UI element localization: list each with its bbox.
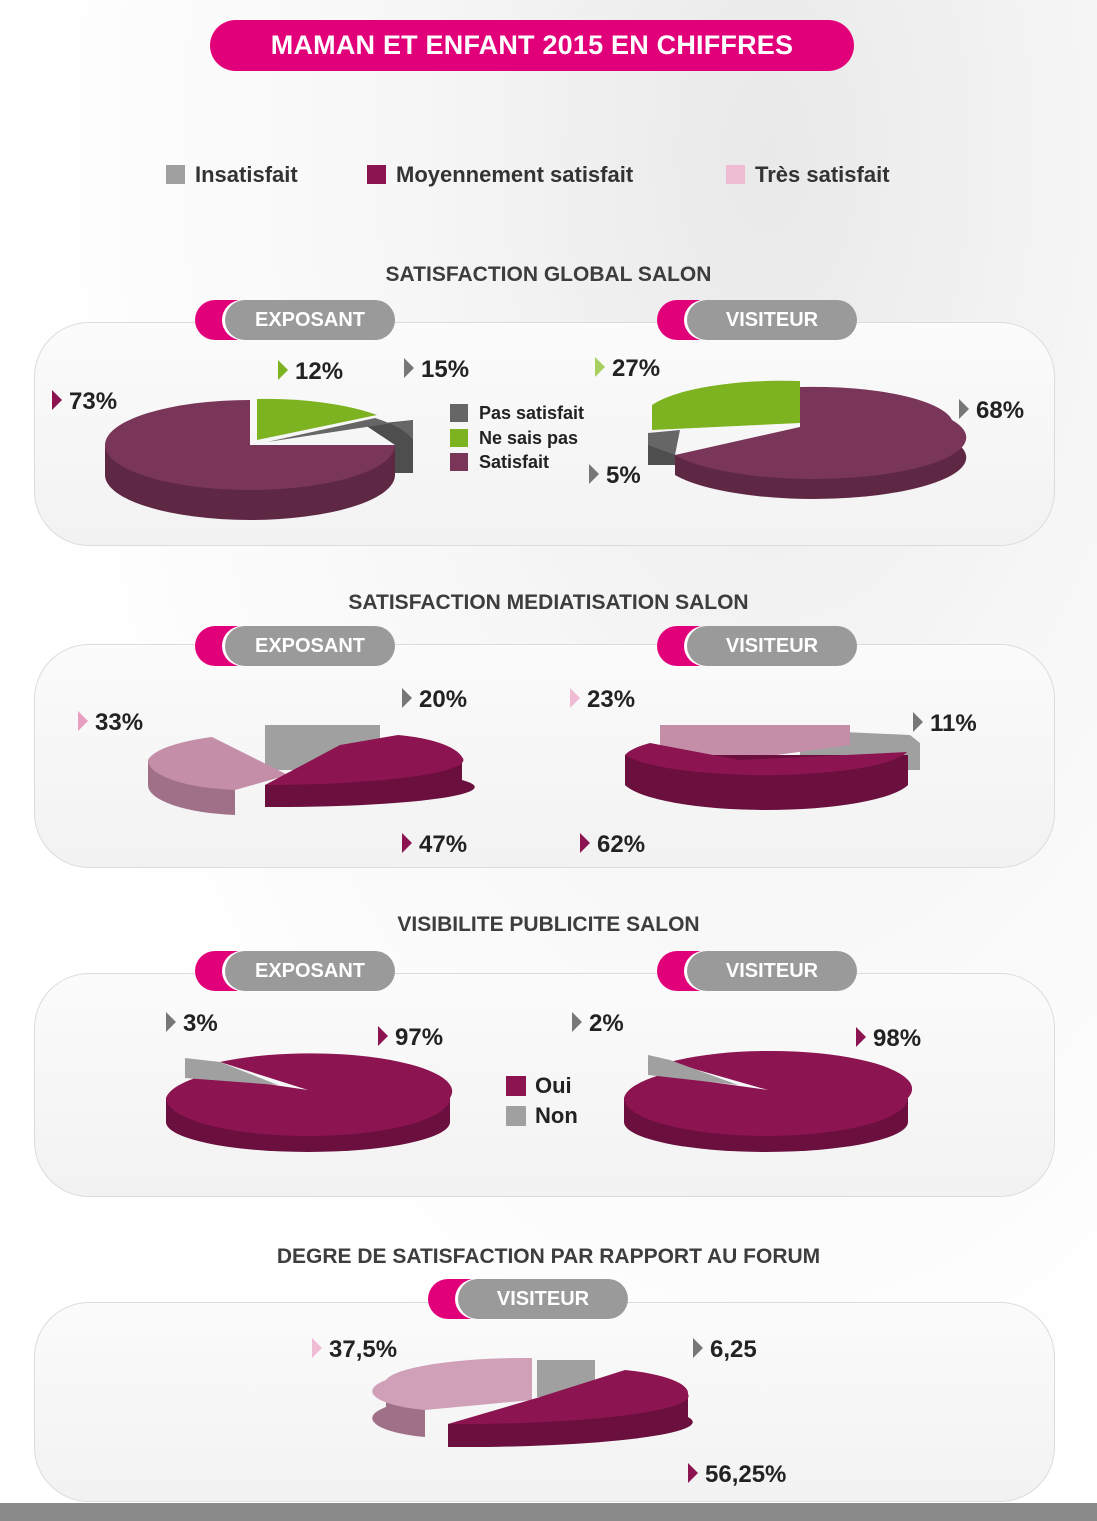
tag-exposant: EXPOSANT — [195, 300, 395, 340]
legend-pas-satisfait: Pas satisfait — [450, 403, 584, 424]
label-68: 68% — [959, 397, 1024, 425]
label-11: 11% — [913, 710, 977, 738]
legend-label: Très satisfait — [755, 162, 890, 187]
slice-ne-sais-pas — [257, 398, 377, 440]
legend-moyennement: Moyennement satisfait — [367, 162, 633, 188]
label-5: 5% — [589, 462, 641, 490]
legend-non: Non — [506, 1103, 578, 1129]
label-27: 27% — [595, 355, 660, 383]
slice-ne-sais-pas — [652, 380, 800, 430]
label-62: 62% — [580, 831, 645, 859]
section-title-forum: DEGRE DE SATISFACTION PAR RAPPORT AU FOR… — [276, 1245, 821, 1268]
pie-media-exposant — [147, 725, 475, 815]
slice-moyennement — [625, 743, 907, 776]
label-20: 20% — [402, 686, 467, 714]
tag-visiteur: VISITEUR — [657, 951, 857, 991]
pie-global-exposant — [105, 398, 413, 520]
slice-pas-satisfait — [267, 418, 413, 442]
slice-tres-satisfait — [660, 725, 850, 760]
pie-forum-visiteur — [372, 1357, 693, 1448]
slice-moyennement — [448, 1370, 689, 1425]
section-title-media: SATISFACTION MEDIATISATION SALON — [348, 591, 749, 614]
section-title-visib: VISIBILITE PUBLICITE SALON — [397, 913, 700, 936]
label-97: 97% — [378, 1024, 443, 1052]
slice-tres-satisfait — [372, 1357, 532, 1410]
slice-moyennement — [265, 735, 464, 785]
pie-visib-visiteur — [624, 1050, 913, 1152]
tag-visiteur: VISITEUR — [657, 300, 857, 340]
label-3: 3% — [166, 1010, 218, 1038]
label-23: 23% — [570, 686, 635, 714]
tag-exposant: EXPOSANT — [195, 626, 395, 666]
slice-side-tres — [372, 1380, 425, 1437]
pie-visib-exposant — [166, 1053, 453, 1152]
pie-global-visiteur — [648, 380, 967, 499]
label-47: 47% — [402, 831, 467, 859]
label-56-25: 56,25% — [688, 1461, 786, 1489]
slice-satisfait — [675, 386, 967, 479]
legend-swatch — [367, 165, 386, 184]
label-98: 98% — [856, 1025, 921, 1053]
label-12: 12% — [278, 358, 343, 386]
label-6-25: 6,25 — [693, 1336, 757, 1364]
slice-pas-satisfait — [648, 430, 680, 455]
legend-swatch — [726, 165, 745, 184]
slice-non — [185, 1058, 278, 1085]
section-title-global: SATISFACTION GLOBAL SALON — [385, 263, 712, 286]
page-title: MAMAN ET ENFANT 2015 EN CHIFFRES — [210, 20, 854, 71]
tag-exposant: EXPOSANT — [195, 951, 395, 991]
legend-satisfait: Satisfait — [450, 452, 549, 473]
footer-bar — [0, 1503, 1097, 1521]
slice-tres-satisfait — [147, 737, 288, 790]
legend-tres: Très satisfait — [726, 162, 890, 188]
label-33: 33% — [78, 709, 143, 737]
legend-ne-sais-pas: Ne sais pas — [450, 428, 578, 449]
slice-non — [648, 1055, 738, 1085]
legend-label: Moyennement satisfait — [396, 162, 634, 187]
label-2: 2% — [572, 1010, 624, 1038]
tag-visiteur: VISITEUR — [428, 1279, 628, 1319]
slice-oui — [166, 1053, 453, 1136]
pie-media-visiteur — [625, 725, 920, 811]
tag-visiteur: VISITEUR — [657, 626, 857, 666]
legend-oui: Oui — [506, 1073, 572, 1099]
legend-swatch — [166, 165, 185, 184]
label-37-5: 37,5% — [312, 1336, 397, 1364]
legend-label: Insatisfait — [195, 162, 298, 187]
slice-side-pas-satisfait — [365, 420, 413, 473]
label-73: 73% — [52, 388, 117, 416]
slice-oui — [624, 1050, 913, 1136]
label-15: 15% — [404, 356, 469, 384]
slice-satisfait — [105, 400, 395, 490]
legend-insatisfait: Insatisfait — [166, 162, 298, 188]
